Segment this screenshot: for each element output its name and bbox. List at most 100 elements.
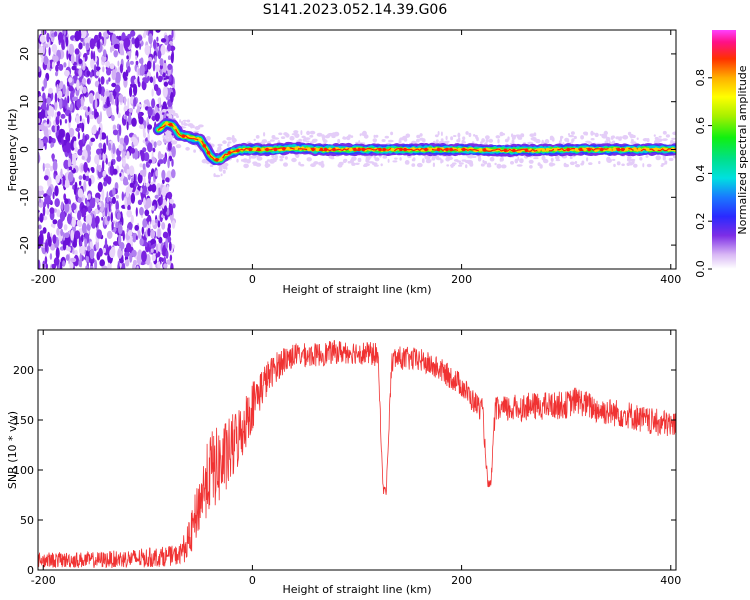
spectrogram-y-tick-label: 20: [18, 47, 31, 61]
spectrogram-cell: [63, 159, 70, 170]
spectrogram-cell: [394, 157, 398, 160]
spectrogram-cell: [440, 131, 443, 137]
spectrogram-cell: [473, 134, 476, 137]
spectrogram-peak: [252, 147, 257, 152]
spectrogram-cell: [38, 185, 44, 192]
spectrogram-cell: [313, 139, 317, 143]
spectrogram-cell: [115, 194, 119, 199]
spectrogram-cell: [140, 150, 145, 162]
spectrogram-cell: [248, 155, 252, 160]
spectrogram-cell: [52, 191, 55, 200]
spectrogram-cell: [560, 135, 564, 139]
snr-x-axis-label: Height of straight line (km): [282, 583, 431, 596]
spectrogram-cell: [242, 158, 248, 163]
spectrogram-cell: [53, 100, 58, 111]
spectrogram-cell: [571, 138, 574, 143]
spectrogram-cell: [108, 142, 112, 151]
spectrogram-cell: [285, 133, 290, 138]
spectrogram-cell: [79, 180, 82, 186]
spectrogram-cell: [124, 110, 130, 116]
spectrogram-cell: [91, 111, 95, 115]
spectrogram-cell: [568, 134, 575, 138]
spectrogram-y-tick-label: -20: [18, 236, 31, 254]
spectrogram-cell: [458, 164, 463, 167]
spectrogram-cell: [46, 103, 49, 111]
spectrogram-cell: [96, 59, 100, 67]
spectrogram-cell: [60, 113, 66, 119]
spectrogram-peak: [236, 148, 240, 153]
spectrogram-cell: [293, 130, 299, 134]
spectrogram-cell: [121, 191, 125, 201]
spectrogram-cell: [100, 95, 104, 101]
spectrogram-peak: [282, 147, 286, 151]
spectrogram-cell: [642, 138, 649, 142]
spectrogram-cell: [102, 142, 107, 155]
spectrogram-cell: [283, 162, 288, 167]
spectrogram-cell: [118, 94, 124, 103]
spectrogram-cell: [123, 96, 127, 106]
spectrogram-cell: [102, 134, 107, 140]
spectrogram-cell: [152, 147, 156, 153]
spectrogram-cell: [79, 253, 82, 264]
spectrogram-peak: [524, 148, 529, 152]
spectrogram-cell: [485, 138, 489, 143]
spectrogram-cell: [119, 258, 124, 264]
spectrogram-cell: [357, 157, 362, 163]
spectrogram-cell: [49, 165, 54, 172]
spectrogram-cell: [139, 124, 145, 130]
spectrogram-cell: [56, 84, 59, 94]
spectrogram-peak: [399, 147, 403, 152]
spectrogram-x-tick-label: -200: [31, 273, 56, 286]
spectrogram-peak: [583, 147, 587, 152]
spectrogram-cell: [632, 134, 636, 139]
spectrogram-cell: [265, 162, 269, 167]
spectrogram-cell: [129, 165, 135, 176]
spectrogram-cell: [105, 90, 110, 97]
spectrogram-x-axis-label: Height of straight line (km): [282, 283, 431, 296]
spectrogram-cell: [127, 204, 131, 211]
spectrogram-cell: [165, 95, 170, 101]
spectrogram-cell: [50, 142, 53, 149]
spectrogram-cell: [73, 140, 77, 149]
spectrogram-peak: [566, 147, 571, 152]
spectrogram-peak: [215, 158, 219, 162]
spectrogram-cell: [153, 84, 159, 92]
spectrogram-cell: [107, 111, 113, 116]
spectrogram-cell: [85, 42, 90, 51]
spectrogram-x-tick-label: 400: [660, 273, 681, 286]
spectrogram-cell: [135, 235, 138, 241]
spectrogram-cell: [85, 265, 89, 269]
spectrogram-peak: [449, 147, 453, 152]
spectrogram-cell: [331, 132, 337, 137]
spectrogram-cell: [161, 108, 167, 113]
spectrogram-cell: [163, 71, 166, 78]
spectrogram-cell: [63, 30, 67, 36]
spectrogram-cell: [133, 173, 136, 185]
spectrogram-cell: [127, 97, 130, 110]
spectrogram-cell: [130, 192, 136, 204]
snr-y-tick-label: 200: [13, 364, 34, 377]
spectrogram-cell: [639, 156, 643, 161]
spectrogram-cell: [346, 135, 351, 141]
spectrogram-cell: [116, 86, 119, 98]
spectrogram-cell: [45, 195, 51, 204]
spectrogram-cell: [672, 131, 676, 136]
spectrogram-peak: [181, 134, 186, 138]
spectrogram-cell: [82, 86, 87, 94]
spectrogram-cell: [109, 93, 112, 103]
spectrogram-peak: [424, 147, 428, 152]
spectrogram-cell: [109, 248, 115, 259]
spectrogram-cell: [630, 141, 634, 144]
spectrogram-y-tick-label: 10: [18, 95, 31, 109]
spectrogram-cell: [660, 164, 664, 167]
spectrogram-cell: [573, 135, 577, 140]
spectrogram-cell: [279, 158, 284, 162]
spectrogram-cell: [630, 138, 634, 142]
spectrogram-cell: [82, 106, 88, 111]
spectrogram-cell: [118, 144, 124, 152]
spectrogram-cell: [43, 126, 49, 137]
spectrogram-peak: [616, 147, 621, 152]
spectrogram-peak: [587, 147, 591, 152]
spectrogram-cell: [57, 90, 63, 100]
spectrogram-cell: [97, 181, 103, 193]
